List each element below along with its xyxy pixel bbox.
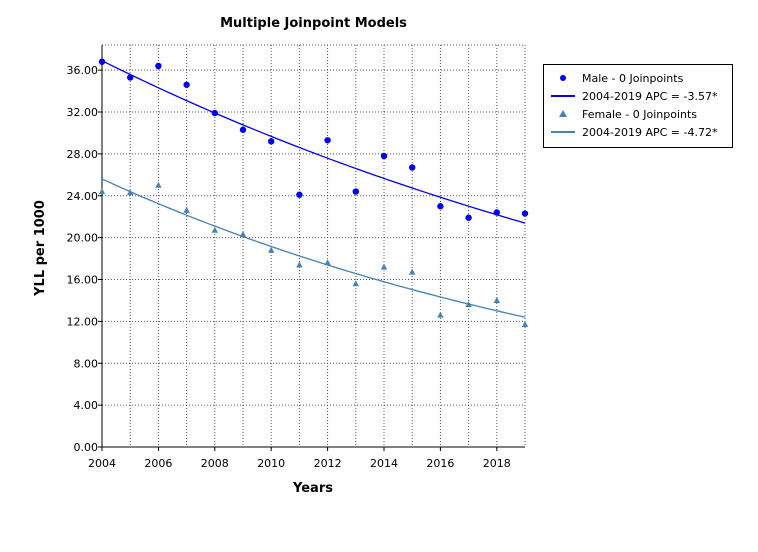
data-point-male — [239, 126, 247, 133]
y-tick-label: 24.00 — [67, 190, 99, 203]
data-point-female — [296, 261, 303, 268]
data-points — [98, 58, 529, 328]
y-tick-label: 36.00 — [67, 64, 99, 77]
legend-label: 2004-2019 APC = -4.72* — [582, 125, 718, 139]
data-point-female — [268, 246, 275, 253]
legend-label: 2004-2019 APC = -3.57* — [582, 89, 718, 103]
trend-line — [101, 178, 526, 318]
x-tick-label: 2008 — [201, 457, 229, 470]
legend-label: Female - 0 Joinpoints — [582, 107, 698, 121]
data-point-male — [268, 138, 275, 145]
data-point-male — [296, 191, 303, 198]
data-point-male — [127, 74, 134, 81]
data-point-female — [380, 263, 388, 270]
circle-marker-icon — [544, 73, 582, 83]
data-point-male — [465, 214, 472, 221]
y-tick-label: 4.00 — [74, 399, 99, 412]
triangle-marker-icon — [544, 109, 582, 119]
data-point-male — [352, 188, 359, 195]
data-point-female — [155, 181, 162, 188]
x-axis-label: Years — [292, 481, 333, 496]
data-point-male — [409, 164, 416, 171]
y-tick-label: 28.00 — [67, 148, 99, 161]
legend-item-female-points: Female - 0 Joinpoints — [544, 105, 732, 123]
y-tick-label: 8.00 — [74, 357, 99, 370]
data-point-female — [352, 280, 359, 287]
data-point-male — [211, 109, 218, 117]
data-point-female — [521, 321, 529, 328]
x-tick-label: 2006 — [144, 457, 172, 470]
line-icon — [544, 93, 582, 99]
legend: Male - 0 Joinpoints 2004-2019 APC = -3.5… — [543, 64, 733, 148]
data-point-female — [183, 206, 190, 213]
line-icon — [544, 129, 582, 135]
grid-lines — [102, 44, 526, 447]
data-point-male — [183, 81, 190, 88]
x-tick-label: 2004 — [88, 457, 116, 470]
data-point-male — [324, 137, 331, 144]
data-point-male — [437, 203, 444, 210]
data-point-female — [437, 311, 444, 318]
y-tick-label: 20.00 — [67, 232, 99, 245]
data-point-female — [239, 230, 247, 237]
legend-label: Male - 0 Joinpoints — [582, 71, 684, 85]
trend-line — [101, 60, 526, 224]
data-point-female — [409, 268, 416, 275]
data-point-male — [380, 152, 388, 160]
axes — [98, 45, 525, 451]
trend-lines — [101, 60, 526, 318]
x-tick-label: 2018 — [483, 457, 511, 470]
x-tick-label: 2012 — [314, 457, 342, 470]
data-point-female — [98, 188, 106, 195]
data-point-male — [155, 62, 162, 70]
y-tick-label: 0.00 — [74, 441, 99, 454]
data-point-female — [211, 226, 218, 233]
data-point-female — [127, 189, 134, 196]
x-tick-label: 2010 — [257, 457, 285, 470]
legend-item-female-fit: 2004-2019 APC = -4.72* — [544, 123, 732, 141]
y-axis-label: YLL per 1000 — [33, 200, 48, 297]
x-tick-label: 2014 — [370, 457, 398, 470]
data-point-male — [521, 210, 529, 217]
data-point-male — [493, 209, 500, 216]
data-point-female — [493, 296, 500, 303]
data-point-male — [98, 58, 106, 65]
data-point-female — [465, 301, 472, 308]
legend-item-male-points: Male - 0 Joinpoints — [544, 69, 732, 87]
data-point-female — [324, 259, 331, 266]
y-tick-label: 12.00 — [67, 315, 99, 328]
legend-item-male-fit: 2004-2019 APC = -3.57* — [544, 87, 732, 105]
y-tick-label: 32.00 — [67, 106, 99, 119]
x-tick-label: 2016 — [426, 457, 454, 470]
tick-labels: 0.00 4.00 8.00 12.00 16.00 20.00 24.00 28.00 32.… — [67, 64, 511, 470]
y-tick-label: 16.00 — [67, 274, 99, 287]
chart-title: Multiple Joinpoint Models — [220, 16, 407, 31]
